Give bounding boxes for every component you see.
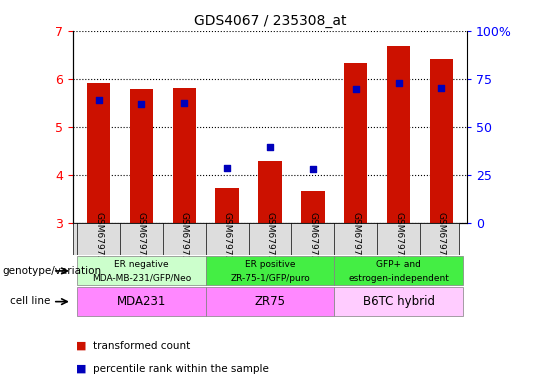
Bar <box>258 161 282 223</box>
Text: ■: ■ <box>76 364 86 374</box>
Bar <box>387 46 410 223</box>
Text: MDA231: MDA231 <box>117 295 166 308</box>
Point <box>308 166 317 172</box>
Bar <box>172 88 196 223</box>
Text: GSM679720: GSM679720 <box>394 212 403 266</box>
Bar <box>87 83 110 223</box>
Bar <box>344 63 368 223</box>
Text: percentile rank within the sample: percentile rank within the sample <box>93 364 269 374</box>
Bar <box>334 256 463 285</box>
Bar <box>334 287 463 316</box>
Text: transformed count: transformed count <box>93 341 190 351</box>
Text: GSM679719: GSM679719 <box>351 212 360 266</box>
Point <box>137 101 146 107</box>
Bar <box>77 287 206 316</box>
Text: ZR-75-1/GFP/puro: ZR-75-1/GFP/puro <box>230 274 310 283</box>
Bar <box>130 89 153 223</box>
Text: GSM679727: GSM679727 <box>308 212 318 266</box>
Point <box>94 97 103 103</box>
Text: ER positive: ER positive <box>245 260 295 269</box>
Text: MDA-MB-231/GFP/Neo: MDA-MB-231/GFP/Neo <box>92 274 191 283</box>
Bar <box>301 190 325 223</box>
Text: ■: ■ <box>76 341 86 351</box>
Bar <box>206 256 334 285</box>
Point <box>437 85 445 91</box>
Text: ER negative: ER negative <box>114 260 169 269</box>
Point <box>223 164 232 170</box>
Bar <box>206 287 334 316</box>
Text: genotype/variation: genotype/variation <box>3 266 102 276</box>
Bar <box>215 188 239 223</box>
Text: B6TC hybrid: B6TC hybrid <box>362 295 435 308</box>
Text: GSM679723: GSM679723 <box>137 212 146 266</box>
Bar <box>430 59 453 223</box>
Text: ZR75: ZR75 <box>254 295 286 308</box>
Point <box>266 144 274 150</box>
Text: GFP+ and: GFP+ and <box>376 260 421 269</box>
Text: GSM679725: GSM679725 <box>222 212 232 266</box>
Point <box>180 100 188 106</box>
Text: GSM679722: GSM679722 <box>94 212 103 266</box>
Text: GSM679726: GSM679726 <box>266 212 274 266</box>
Bar <box>77 256 206 285</box>
Text: cell line: cell line <box>10 296 50 306</box>
Title: GDS4067 / 235308_at: GDS4067 / 235308_at <box>194 14 346 28</box>
Point <box>352 86 360 92</box>
Text: GSM679721: GSM679721 <box>437 212 446 266</box>
Text: estrogen-independent: estrogen-independent <box>348 274 449 283</box>
Point <box>394 79 403 86</box>
Text: GSM679724: GSM679724 <box>180 212 189 266</box>
